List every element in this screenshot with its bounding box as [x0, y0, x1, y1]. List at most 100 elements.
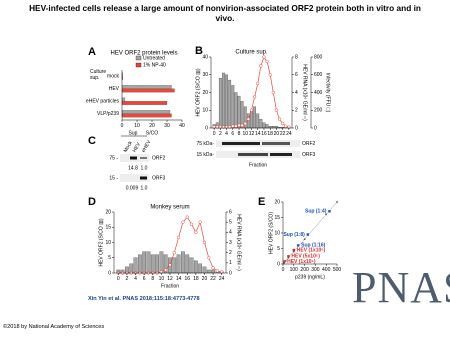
x-tick-label: 2 — [126, 276, 129, 282]
x-tick-label: 24 — [219, 276, 225, 282]
bar — [271, 126, 275, 129]
bar — [189, 257, 194, 274]
bar — [181, 251, 185, 274]
ratio: 14.8 — [128, 165, 138, 171]
x-tick-label: 200 — [300, 267, 309, 273]
bar — [121, 85, 172, 89]
y-tick-label: 20 — [202, 90, 208, 96]
bar — [231, 85, 235, 129]
y-tick-label: 5 — [108, 255, 111, 261]
x-tick-label: 6 — [231, 131, 234, 137]
category-label: eHEV particles — [86, 99, 120, 105]
point — [240, 123, 244, 127]
group-label: sup. — [90, 75, 99, 81]
bar — [121, 113, 172, 118]
y-axis-label: Infectivity (FFU □) — [325, 73, 331, 113]
lane-label: eHEV — [141, 139, 153, 154]
x-tick-label: 0 — [121, 123, 124, 129]
x-tick-label: 10 — [159, 276, 165, 282]
blot-c: Sup Mock HEV eHEV 75 - 15 - ORF2 ORF3 14… — [109, 130, 165, 191]
bar — [206, 269, 211, 274]
x-tick-label: 2 — [219, 131, 222, 137]
point — [207, 256, 211, 260]
x-tick-label: 16 — [184, 276, 190, 282]
chart-title: HEV ORF2 protein levels — [110, 51, 177, 57]
ratio: 0.009 — [126, 185, 139, 191]
blot-band — [140, 176, 147, 180]
y-axis-label: HEV ORF2 (S/CO ▥) — [98, 218, 104, 266]
x-axis-label: p239 (ng/mL) — [295, 274, 325, 280]
blot-band — [140, 157, 147, 159]
point — [281, 121, 285, 126]
blot-band — [130, 156, 137, 160]
panel-letter: B — [195, 45, 203, 57]
bar — [121, 110, 171, 114]
point — [306, 233, 310, 236]
x-tick-label: 100 — [290, 267, 299, 273]
y-tick-label: 0 — [205, 125, 208, 131]
bar — [256, 113, 260, 129]
lane-label: HEV — [132, 141, 143, 153]
bar — [225, 74, 228, 129]
point-label: HEV (5x10⁵) — [291, 254, 320, 260]
title: HEV-infected cells release a large amoun… — [29, 3, 421, 23]
x-tick-label: 12 — [167, 276, 173, 282]
panel-letter: A — [88, 46, 96, 58]
bar — [150, 254, 155, 274]
marker-label: 75 kDa- — [196, 141, 214, 147]
bar — [121, 88, 175, 93]
x-tick-label: 20 — [274, 131, 280, 137]
y-tick-label: 800 — [314, 54, 323, 60]
y-axis-label: HEV RNA (x10⁶ GE/ml ○) — [236, 214, 242, 271]
legend-swatch — [135, 55, 142, 61]
y-tick-label: 20 — [105, 209, 111, 215]
x-tick-label: 14 — [255, 131, 261, 137]
bar — [172, 257, 177, 274]
bar — [137, 254, 142, 274]
y-tick-label: 1 — [229, 260, 232, 266]
x-tick-label: 10 — [242, 131, 248, 137]
blot-band — [238, 153, 268, 156]
y-tick-label: 4 — [229, 230, 232, 236]
y-tick-label: 20 — [274, 199, 280, 205]
blot-band — [222, 142, 260, 145]
point — [243, 121, 247, 126]
blot-band — [262, 142, 290, 145]
x-tick-label: 6 — [143, 276, 146, 282]
x-tick-label: 40 — [179, 123, 185, 129]
bar — [142, 251, 147, 274]
point — [287, 255, 290, 258]
x-axis-label: S/CO — [146, 130, 158, 136]
band-label: ORF2 — [302, 141, 316, 147]
x-tick-label: 4 — [134, 276, 137, 282]
x-tick-label: 20 — [149, 123, 155, 129]
ratio: 1.0 — [141, 165, 148, 171]
group-label: Culture — [90, 69, 106, 75]
y-axis-label: HEV ORF2 (S/CO) — [268, 212, 274, 254]
x-tick-label: 18 — [267, 131, 273, 137]
point — [282, 260, 286, 263]
bar — [176, 254, 181, 274]
y-tick-label: 30 — [202, 72, 208, 78]
y-tick-label: 0 — [277, 261, 280, 267]
point — [211, 266, 215, 270]
blot-header: Sup — [129, 130, 138, 136]
marker-label: 15 - — [109, 175, 118, 181]
panel-letter: D — [88, 196, 96, 208]
y-tick-label: 8 — [295, 54, 298, 60]
point — [325, 213, 328, 216]
y-axis-label: HEV ORF2 (S/CO ▥) — [195, 68, 201, 116]
point — [249, 108, 254, 112]
bar — [211, 269, 215, 274]
bar — [133, 257, 138, 274]
bar — [218, 78, 222, 129]
point — [185, 215, 189, 219]
point — [176, 235, 181, 240]
point — [259, 64, 263, 68]
x-tick-label: 0 — [117, 276, 120, 282]
ratio: 1.0 — [141, 185, 148, 191]
point — [303, 238, 306, 241]
point — [246, 117, 251, 121]
y-tick-label: 5 — [277, 246, 280, 252]
